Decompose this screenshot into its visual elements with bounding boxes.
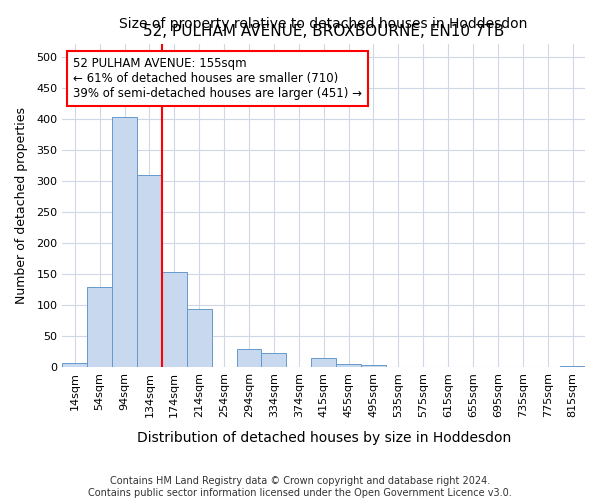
Bar xyxy=(87,287,112,367)
Bar xyxy=(262,354,286,367)
Bar xyxy=(361,364,386,367)
Text: Contains HM Land Registry data © Crown copyright and database right 2024.
Contai: Contains HM Land Registry data © Crown c… xyxy=(88,476,512,498)
Text: 52 PULHAM AVENUE: 155sqm
← 61% of detached houses are smaller (710)
39% of semi-: 52 PULHAM AVENUE: 155sqm ← 61% of detach… xyxy=(73,58,362,100)
X-axis label: Distribution of detached houses by size in Hoddesdon: Distribution of detached houses by size … xyxy=(137,431,511,445)
Bar xyxy=(162,272,187,367)
Bar xyxy=(112,117,137,367)
Y-axis label: Number of detached properties: Number of detached properties xyxy=(15,108,28,304)
Bar xyxy=(236,349,262,367)
Bar xyxy=(560,366,585,367)
Title: 52, PULHAM AVENUE, BROXBOURNE, EN10 7TB: 52, PULHAM AVENUE, BROXBOURNE, EN10 7TB xyxy=(143,24,505,39)
Bar xyxy=(187,310,212,367)
Bar xyxy=(336,364,361,367)
Text: Size of property relative to detached houses in Hoddesdon: Size of property relative to detached ho… xyxy=(119,18,528,32)
Bar xyxy=(137,176,162,367)
Bar xyxy=(62,364,87,367)
Bar xyxy=(311,358,336,367)
